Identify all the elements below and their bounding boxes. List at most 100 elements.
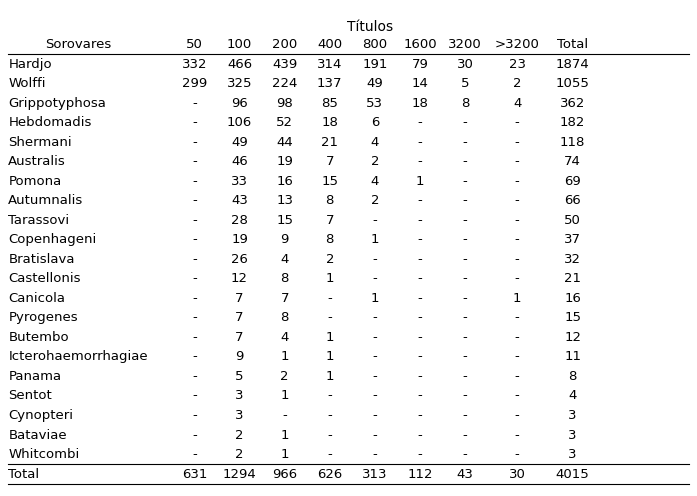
- Text: 46: 46: [231, 155, 248, 168]
- Text: -: -: [192, 97, 197, 110]
- Text: 37: 37: [565, 233, 581, 247]
- Text: -: -: [192, 370, 197, 383]
- Text: 85: 85: [321, 97, 338, 110]
- Text: -: -: [372, 429, 377, 441]
- Text: 439: 439: [272, 58, 297, 70]
- Text: -: -: [463, 429, 468, 441]
- Text: 69: 69: [565, 175, 581, 187]
- Text: 7: 7: [325, 155, 334, 168]
- Text: 7: 7: [325, 214, 334, 227]
- Text: -: -: [192, 116, 197, 129]
- Text: 43: 43: [457, 468, 473, 481]
- Text: 4: 4: [280, 331, 289, 344]
- Text: 1: 1: [280, 351, 289, 364]
- Text: 21: 21: [321, 135, 338, 149]
- Text: -: -: [515, 233, 519, 247]
- Text: -: -: [418, 370, 422, 383]
- Text: Tarassovi: Tarassovi: [8, 214, 70, 227]
- Text: 18: 18: [321, 116, 338, 129]
- Text: -: -: [328, 292, 332, 305]
- Text: 14: 14: [411, 77, 429, 90]
- Text: -: -: [192, 429, 197, 441]
- Text: -: -: [372, 351, 377, 364]
- Text: 15: 15: [276, 214, 293, 227]
- Text: 1: 1: [325, 370, 334, 383]
- Text: 313: 313: [362, 468, 388, 481]
- Text: 8: 8: [325, 233, 334, 247]
- Text: -: -: [418, 292, 422, 305]
- Text: -: -: [463, 214, 468, 227]
- Text: Canicola: Canicola: [8, 292, 66, 305]
- Text: 3: 3: [569, 429, 577, 441]
- Text: -: -: [463, 135, 468, 149]
- Text: 1: 1: [280, 448, 289, 461]
- Text: 16: 16: [565, 292, 581, 305]
- Text: 2: 2: [325, 253, 334, 266]
- Text: Hebdomadis: Hebdomadis: [8, 116, 92, 129]
- Text: 626: 626: [317, 468, 342, 481]
- Text: Castellonis: Castellonis: [8, 272, 81, 285]
- Text: 5: 5: [236, 370, 244, 383]
- Text: 4: 4: [280, 253, 289, 266]
- Text: -: -: [192, 351, 197, 364]
- Text: 30: 30: [509, 468, 526, 481]
- Text: 49: 49: [231, 135, 248, 149]
- Text: -: -: [372, 311, 377, 324]
- Text: -: -: [515, 370, 519, 383]
- Text: 98: 98: [276, 97, 293, 110]
- Text: 50: 50: [186, 38, 203, 51]
- Text: 4: 4: [569, 389, 577, 402]
- Text: 1: 1: [325, 331, 334, 344]
- Text: Cynopteri: Cynopteri: [8, 409, 73, 422]
- Text: 7: 7: [236, 292, 244, 305]
- Text: 182: 182: [560, 116, 585, 129]
- Text: 33: 33: [231, 175, 248, 187]
- Text: 12: 12: [565, 331, 581, 344]
- Text: -: -: [515, 214, 519, 227]
- Text: -: -: [463, 253, 468, 266]
- Text: -: -: [418, 116, 422, 129]
- Text: -: -: [515, 135, 519, 149]
- Text: -: -: [328, 429, 332, 441]
- Text: 314: 314: [317, 58, 342, 70]
- Text: 8: 8: [569, 370, 577, 383]
- Text: 1: 1: [371, 292, 379, 305]
- Text: 191: 191: [362, 58, 388, 70]
- Text: 1600: 1600: [403, 38, 437, 51]
- Text: -: -: [192, 292, 197, 305]
- Text: -: -: [463, 292, 468, 305]
- Text: 1: 1: [415, 175, 424, 187]
- Text: 1874: 1874: [556, 58, 590, 70]
- Text: -: -: [515, 194, 519, 207]
- Text: -: -: [463, 194, 468, 207]
- Text: Wolffi: Wolffi: [8, 77, 46, 90]
- Text: -: -: [418, 389, 422, 402]
- Text: 23: 23: [509, 58, 526, 70]
- Text: Icterohaemorrhagiae: Icterohaemorrhagiae: [8, 351, 148, 364]
- Text: -: -: [463, 331, 468, 344]
- Text: -: -: [463, 272, 468, 285]
- Text: 3: 3: [569, 409, 577, 422]
- Text: 8: 8: [280, 272, 289, 285]
- Text: 3: 3: [569, 448, 577, 461]
- Text: -: -: [463, 175, 468, 187]
- Text: Autumnalis: Autumnalis: [8, 194, 84, 207]
- Text: -: -: [515, 116, 519, 129]
- Text: >3200: >3200: [495, 38, 539, 51]
- Text: -: -: [192, 272, 197, 285]
- Text: -: -: [515, 351, 519, 364]
- Text: 15: 15: [321, 175, 338, 187]
- Text: 137: 137: [317, 77, 342, 90]
- Text: -: -: [515, 429, 519, 441]
- Text: -: -: [192, 155, 197, 168]
- Text: -: -: [192, 311, 197, 324]
- Text: 800: 800: [362, 38, 388, 51]
- Text: 466: 466: [227, 58, 252, 70]
- Text: Pyrogenes: Pyrogenes: [8, 311, 78, 324]
- Text: -: -: [372, 272, 377, 285]
- Text: Sorovares: Sorovares: [45, 38, 111, 51]
- Text: -: -: [192, 194, 197, 207]
- Text: 2: 2: [371, 155, 379, 168]
- Text: 49: 49: [367, 77, 383, 90]
- Text: Total: Total: [8, 468, 40, 481]
